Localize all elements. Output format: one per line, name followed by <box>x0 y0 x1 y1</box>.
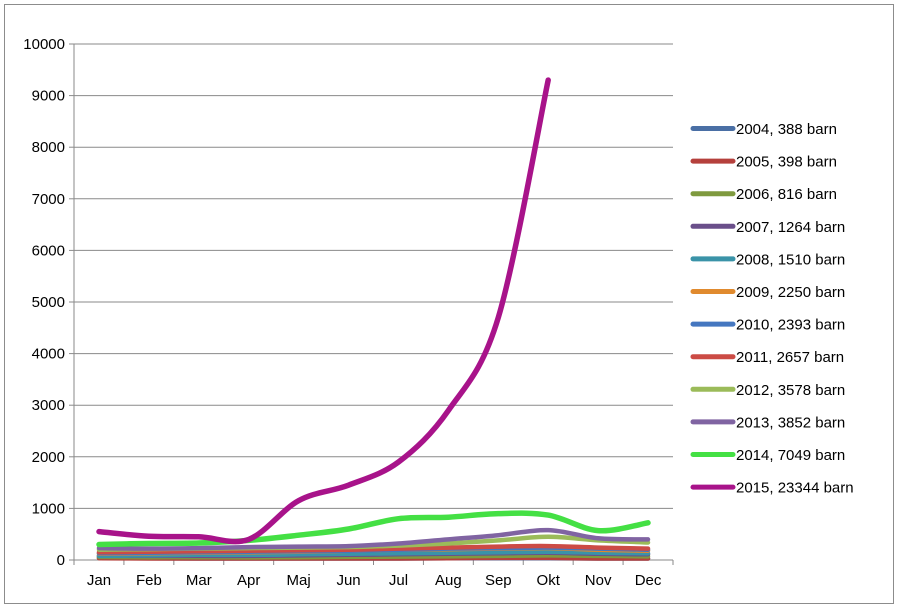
series-line-2011 <box>96 543 651 555</box>
x-tick-label: Sep <box>485 572 512 589</box>
y-tick-labels: 0 1000 2000 3000 4000 5000 6000 7000 8000 9000 100… <box>23 36 65 569</box>
y-tick-label: 7000 <box>32 191 65 208</box>
y-tick-label: 10000 <box>23 36 65 53</box>
chart-frame: 0 1000 2000 3000 4000 5000 6000 7000 8000 9000 100… <box>4 4 894 604</box>
legend: 2004, 388 barn 2005, 398 barn 2006, 816 ba… <box>690 121 854 497</box>
x-tick-label: Okt <box>537 572 561 589</box>
y-tick-label: 5000 <box>32 294 65 311</box>
x-tick-label: Jun <box>336 572 360 589</box>
x-tick-label: Jul <box>389 572 408 589</box>
y-tick-label: 6000 <box>32 242 65 259</box>
x-tick-label: Mar <box>186 572 212 589</box>
x-tick-label: Dec <box>635 572 662 589</box>
legend-label: 2005, 398 barn <box>736 154 837 171</box>
y-tick-label: 8000 <box>32 139 65 156</box>
axes <box>69 43 674 565</box>
legend-label: 2010, 2393 barn <box>736 317 845 334</box>
legend-label: 2009, 2250 barn <box>736 284 845 301</box>
series-line-2013 <box>96 527 651 551</box>
y-tick-label: 1000 <box>32 500 65 517</box>
series-line-2014 <box>96 510 651 548</box>
legend-label: 2004, 388 barn <box>736 121 837 138</box>
x-tick-labels: Jan Feb Mar Apr Maj Jun Jul Aug Sep Okt Nov Dec <box>87 572 662 589</box>
legend-label: 2014, 7049 barn <box>736 447 845 464</box>
grid-lines <box>74 43 673 509</box>
legend-label: 2015, 23344 barn <box>736 480 854 497</box>
y-tick-label: 9000 <box>32 88 65 105</box>
series-line-2015 <box>96 77 551 545</box>
x-tick-label: Nov <box>585 572 612 589</box>
y-tick-label: 4000 <box>32 346 65 363</box>
legend-label: 2007, 1264 barn <box>736 219 845 236</box>
x-tick-label: Aug <box>435 572 462 589</box>
x-tick-label: Apr <box>237 572 260 589</box>
series-lines <box>96 77 651 561</box>
legend-label: 2013, 3852 barn <box>736 414 845 431</box>
y-tick-label: 0 <box>57 552 65 569</box>
y-tick-label: 2000 <box>32 449 65 466</box>
x-tick-label: Feb <box>136 572 162 589</box>
legend-label: 2008, 1510 barn <box>736 251 845 268</box>
line-chart: 0 1000 2000 3000 4000 5000 6000 7000 8000 9000 100… <box>23 36 854 589</box>
legend-label: 2012, 3578 barn <box>736 382 845 399</box>
x-tick-label: Maj <box>287 572 311 589</box>
x-tick-label: Jan <box>87 572 111 589</box>
legend-label: 2006, 816 barn <box>736 186 837 203</box>
y-tick-label: 3000 <box>32 397 65 414</box>
legend-label: 2011, 2657 barn <box>736 349 844 366</box>
